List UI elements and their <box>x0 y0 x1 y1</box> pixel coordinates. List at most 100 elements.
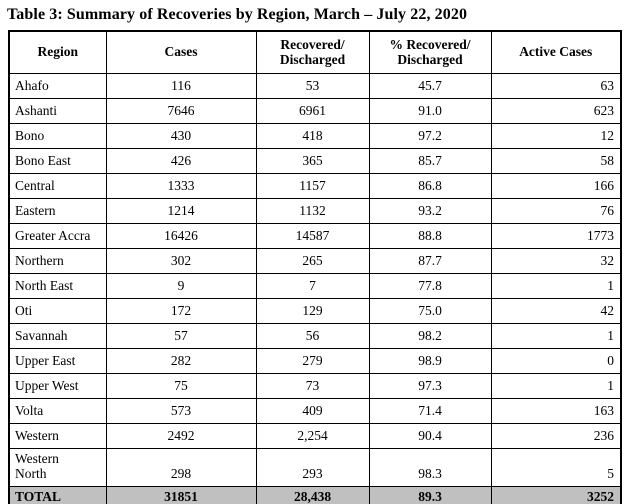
cell-pct-recovered: 97.3 <box>368 372 492 399</box>
col-header-cases: Cases <box>105 30 257 74</box>
cell-recovered: 279 <box>255 347 370 374</box>
table-row: Bono 430 418 97.2 12 <box>8 122 622 149</box>
cell-active: 236 <box>490 422 622 449</box>
table-row: Central 1333 1157 86.8 166 <box>8 172 622 199</box>
total-cases: 31851 <box>105 485 257 504</box>
table-row: Volta 573 409 71.4 163 <box>8 397 622 424</box>
cell-active: 166 <box>490 172 622 199</box>
total-label: TOTAL <box>8 485 107 504</box>
cell-cases: 426 <box>105 147 257 174</box>
cell-recovered: 1157 <box>255 172 370 199</box>
cell-cases: 2492 <box>105 422 257 449</box>
cell-pct-recovered: 77.8 <box>368 272 492 299</box>
cell-recovered: 409 <box>255 397 370 424</box>
table-row: Greater Accra 16426 14587 88.8 1773 <box>8 222 622 249</box>
cell-pct-recovered: 91.0 <box>368 97 492 124</box>
cell-region: Central <box>8 172 107 199</box>
table-row: Ahafo 116 53 45.7 63 <box>8 72 622 99</box>
cell-pct-recovered: 98.3 <box>368 447 492 487</box>
table-row: Upper West 75 73 97.3 1 <box>8 372 622 399</box>
table-row: Western North 298 293 98.3 5 <box>8 447 622 487</box>
cell-recovered: 265 <box>255 247 370 274</box>
cell-pct-recovered: 45.7 <box>368 72 492 99</box>
cell-region: Western <box>8 422 107 449</box>
cell-cases: 7646 <box>105 97 257 124</box>
table-row: Western 2492 2,254 90.4 236 <box>8 422 622 449</box>
cell-pct-recovered: 86.8 <box>368 172 492 199</box>
cell-pct-recovered: 90.4 <box>368 422 492 449</box>
table-row: Ashanti 7646 6961 91.0 623 <box>8 97 622 124</box>
cell-region: Eastern <box>8 197 107 224</box>
cell-pct-recovered: 85.7 <box>368 147 492 174</box>
cell-recovered: 56 <box>255 322 370 349</box>
cell-cases: 302 <box>105 247 257 274</box>
table-row: Northern 302 265 87.7 32 <box>8 247 622 274</box>
cell-recovered: 365 <box>255 147 370 174</box>
col-header-pct-recovered: % Recovered/ Discharged <box>368 30 492 74</box>
total-active-cases: 3252 <box>490 485 622 504</box>
total-row: TOTAL 31851 28,438 89.3 3252 <box>8 485 622 504</box>
cell-active: 5 <box>490 447 622 487</box>
cell-region: Western North <box>8 447 107 487</box>
total-pct-recovered: 89.3 <box>368 485 492 504</box>
cell-cases: 172 <box>105 297 257 324</box>
page-title: Table 3: Summary of Recoveries by Region… <box>7 6 468 23</box>
cell-active: 623 <box>490 97 622 124</box>
cell-recovered: 1132 <box>255 197 370 224</box>
cell-active: 76 <box>490 197 622 224</box>
cell-active: 58 <box>490 147 622 174</box>
cell-pct-recovered: 98.9 <box>368 347 492 374</box>
cell-recovered: 293 <box>255 447 370 487</box>
total-recovered: 28,438 <box>255 485 370 504</box>
cell-active: 1 <box>490 372 622 399</box>
table-row: North East 9 7 77.8 1 <box>8 272 622 299</box>
cell-region: Volta <box>8 397 107 424</box>
cell-pct-recovered: 93.2 <box>368 197 492 224</box>
cell-active: 1 <box>490 272 622 299</box>
cell-cases: 282 <box>105 347 257 374</box>
cell-recovered: 418 <box>255 122 370 149</box>
cell-active: 163 <box>490 397 622 424</box>
cell-pct-recovered: 75.0 <box>368 297 492 324</box>
cell-recovered: 53 <box>255 72 370 99</box>
cell-recovered: 73 <box>255 372 370 399</box>
cell-region: Upper West <box>8 372 107 399</box>
cell-region: Upper East <box>8 347 107 374</box>
cell-active: 12 <box>490 122 622 149</box>
cell-pct-recovered: 87.7 <box>368 247 492 274</box>
table-row: Oti 172 129 75.0 42 <box>8 297 622 324</box>
cell-cases: 75 <box>105 372 257 399</box>
cell-active: 0 <box>490 347 622 374</box>
cell-active: 32 <box>490 247 622 274</box>
table-row: Bono East 426 365 85.7 58 <box>8 147 622 174</box>
cell-region: Bono East <box>8 147 107 174</box>
cell-region: Savannah <box>8 322 107 349</box>
cell-pct-recovered: 97.2 <box>368 122 492 149</box>
cell-region: Ashanti <box>8 97 107 124</box>
col-header-region: Region <box>8 30 107 74</box>
cell-active: 63 <box>490 72 622 99</box>
table-body: Ahafo 116 53 45.7 63 Ashanti 7646 6961 91.0 623 Bo… <box>8 72 622 487</box>
cell-region: Greater Accra <box>8 222 107 249</box>
cell-cases: 1333 <box>105 172 257 199</box>
cell-cases: 430 <box>105 122 257 149</box>
cell-active: 42 <box>490 297 622 324</box>
cell-active: 1773 <box>490 222 622 249</box>
table-row: Eastern 1214 1132 93.2 76 <box>8 197 622 224</box>
cell-cases: 573 <box>105 397 257 424</box>
cell-region: Ahafo <box>8 72 107 99</box>
cell-cases: 16426 <box>105 222 257 249</box>
cell-recovered: 7 <box>255 272 370 299</box>
cell-pct-recovered: 71.4 <box>368 397 492 424</box>
cell-cases: 1214 <box>105 197 257 224</box>
cell-recovered: 2,254 <box>255 422 370 449</box>
cell-region: Northern <box>8 247 107 274</box>
cell-cases: 9 <box>105 272 257 299</box>
cell-pct-recovered: 98.2 <box>368 322 492 349</box>
header-row: Region Cases Recovered/ Discharged % Rec… <box>8 30 622 74</box>
cell-cases: 116 <box>105 72 257 99</box>
cell-region: Oti <box>8 297 107 324</box>
table-row: Upper East 282 279 98.9 0 <box>8 347 622 374</box>
table-row: Savannah 57 56 98.2 1 <box>8 322 622 349</box>
